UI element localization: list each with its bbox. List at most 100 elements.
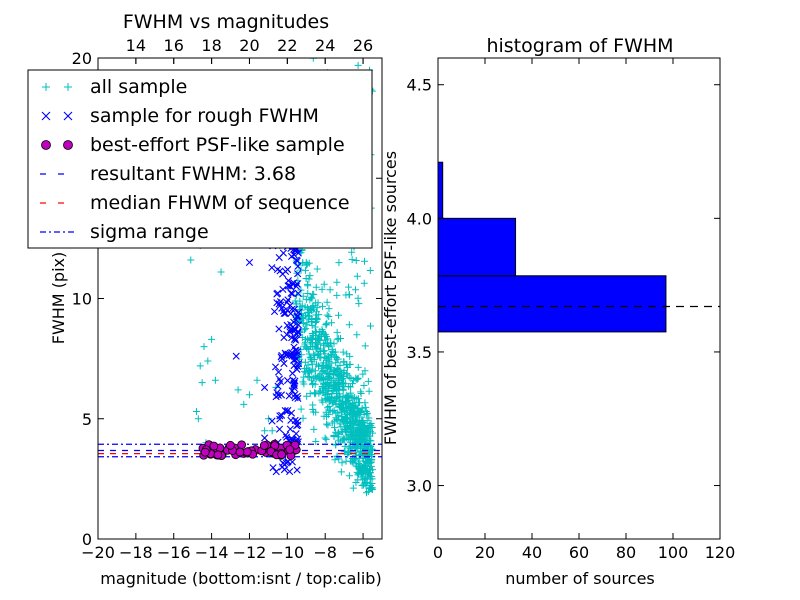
point-all-sample [309,408,317,416]
point-all-sample [330,383,338,391]
point-rough-sample [295,308,303,316]
point-rough-sample [268,264,276,272]
point-rough-sample [273,299,281,307]
point-all-sample [322,321,330,329]
scatter-panel: −20 −18 −16 −14 −12 −10 −8 −6 14 16 18 20 22 24 26 0 5 10… [49,11,383,588]
point-all-sample [356,421,364,429]
point-all-sample [342,291,350,299]
point-all-sample [331,424,339,432]
point-rough-sample [280,359,288,368]
point-all-sample [328,394,336,402]
scatter-ytick-label: 5 [82,410,92,429]
point-rough-sample [287,289,295,297]
point-rough-sample [275,325,283,333]
point-all-sample [332,353,340,361]
point-all-sample [303,280,311,288]
point-all-sample [357,388,365,396]
point-all-sample [194,415,202,423]
point-all-sample [333,291,341,299]
point-all-sample [356,430,364,438]
point-all-sample [310,425,318,433]
point-all-sample [312,283,320,291]
legend-marker-rough-sample [41,111,51,121]
point-all-sample [301,340,309,348]
point-all-sample [339,348,347,356]
scatter-title: FWHM vs magnitudes [123,11,329,33]
point-all-sample [330,433,338,441]
point-all-sample [312,328,320,336]
point-all-sample [306,272,314,280]
histogram-ylabel: FWHM of best-effort PSF-like sources [381,151,400,445]
point-all-sample [305,312,312,320]
point-psf-sample [237,440,247,450]
point-all-sample [315,334,323,342]
point-rough-sample [280,309,288,318]
point-all-sample [350,456,358,464]
point-all-sample [306,366,314,374]
point-all-sample [348,256,356,264]
point-all-sample [345,283,353,291]
point-all-sample [315,331,323,339]
point-all-sample [346,383,354,391]
point-all-sample [355,300,363,308]
point-all-sample [208,335,216,343]
point-all-sample [307,343,315,351]
point-all-sample [365,485,373,493]
point-all-sample [353,375,361,383]
point-all-sample [261,427,269,435]
point-all-sample [329,408,337,416]
legend-marker-all-sample [42,83,50,91]
point-rough-sample [232,352,240,360]
point-all-sample [306,334,314,342]
point-all-sample [351,394,359,402]
point-rough-sample [275,375,284,383]
point-rough-sample [281,407,289,415]
point-rough-sample [261,383,269,392]
point-rough-sample [261,434,269,442]
scatter-xtick-label: −14 [195,543,229,562]
point-all-sample [367,484,375,492]
scatter-xtick-label: −18 [119,543,153,562]
point-rough-sample [282,351,290,359]
histogram-xtick-label: 40 [522,543,542,562]
point-rough-sample [292,336,300,344]
point-all-sample [302,261,310,269]
histogram-panel: 0 20 40 60 80 100 120 3.0 3.5 4.0 4.5 histogram of… [381,35,735,588]
point-all-sample [342,404,350,412]
histogram-xtick-label: 60 [569,543,589,562]
scatter-top-xtick-label: 14 [126,36,146,55]
point-all-sample [200,343,208,351]
point-all-sample [345,472,353,480]
point-all-sample [366,469,374,477]
point-rough-sample [293,422,301,430]
point-all-sample [332,394,340,402]
legend-label-resultant-fwhm: resultant FWHM: 3.68 [90,163,296,185]
point-all-sample [332,428,340,436]
scatter-ytick-label: 10 [72,290,92,309]
point-all-sample [324,364,332,372]
point-rough-sample [291,416,299,425]
point-rough-sample [294,362,302,371]
point-all-sample [362,403,370,411]
point-all-sample [322,408,330,416]
point-all-sample [366,475,374,483]
point-all-sample [301,358,309,366]
point-rough-sample [278,463,286,471]
histogram-xtick-label: 80 [616,543,636,562]
point-all-sample [312,315,320,323]
point-all-sample [335,335,343,343]
point-psf-sample [259,441,269,450]
point-all-sample [360,381,368,389]
point-all-sample [323,298,331,306]
point-all-sample [303,260,311,268]
point-all-sample [339,374,347,382]
point-all-sample [319,398,327,406]
point-all-sample [367,457,375,465]
scatter-top-xtick-label: 24 [315,36,335,55]
point-all-sample [345,373,353,381]
point-all-sample [368,486,376,494]
point-all-sample [313,344,321,352]
point-all-sample [353,409,361,417]
point-all-sample [341,398,349,406]
scatter-ytick-label: 0 [82,530,92,549]
